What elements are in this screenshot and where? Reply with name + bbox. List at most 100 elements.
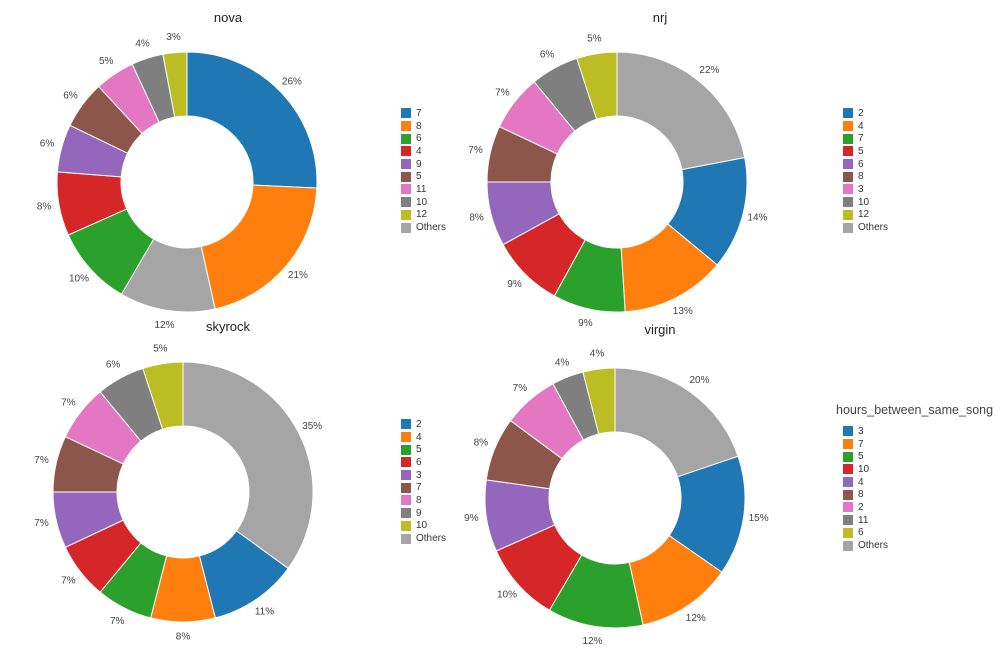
legend-item-2[interactable]: 2 [401,418,446,431]
legend-item-8[interactable]: 8 [401,120,446,133]
pie-slice-12 [576,51,618,120]
legend-label: 7 [416,107,422,119]
donut-chart-virgin: 20% 15% 12% 12% 10% 9% 8% 7% 4% 4% [464,349,769,647]
legend-label: 10 [858,463,870,475]
legend-swatch [401,457,411,468]
legend-item-2[interactable]: 2 [843,501,993,514]
legend-swatch [843,540,853,551]
slice-label-4: 8% [37,201,52,212]
legend-item-6[interactable]: 6 [401,456,446,469]
legend-item-9[interactable]: 9 [401,158,446,171]
legend-label: Others [416,533,447,545]
legend-item-6[interactable]: 6 [401,132,446,145]
legend-item-8[interactable]: 8 [843,488,993,501]
slice-label-11: 5% [99,56,114,67]
legend-swatch [843,489,853,500]
legend-swatch [843,108,853,119]
legend-swatch [401,508,411,519]
legend-item-8[interactable]: 8 [843,170,888,183]
legend-item-12[interactable]: 12 [401,209,446,222]
legend-label: 5 [858,451,864,463]
pie-slice-8 [200,184,318,310]
legend-item-10[interactable]: 10 [843,463,993,476]
legend-item-11[interactable]: 11 [401,183,446,196]
slice-label-2: 11% [255,607,274,618]
legend-item-10[interactable]: 10 [401,520,446,533]
legend-item-others[interactable]: Others [401,532,446,545]
legend-item-6[interactable]: 6 [843,527,993,540]
legend-label: 10 [416,520,428,532]
legend-item-others[interactable]: Others [843,221,888,234]
legend-item-5[interactable]: 5 [843,145,888,158]
legend-label: 4 [858,120,864,132]
legend-item-7[interactable]: 7 [401,107,446,120]
legend-item-4[interactable]: 4 [401,431,446,444]
legend-item-7[interactable]: 7 [401,481,446,494]
legend-items: 2 4 5 6 3 7 8 9 10 Others [401,418,446,545]
slice-label-10: 5% [153,343,168,354]
legend-label: 8 [858,489,864,501]
legend-item-others[interactable]: Others [401,221,446,234]
slice-label-7: 9% [578,318,593,329]
legend-item-4[interactable]: 4 [843,120,888,133]
legend-item-8[interactable]: 8 [401,494,446,507]
legend-item-3[interactable]: 3 [843,183,888,196]
legend-swatch [843,451,853,462]
pie-slice-others [614,367,739,478]
chart-title-nrj: nrj [652,10,668,25]
legend-item-12[interactable]: 12 [843,209,888,222]
legend-item-6[interactable]: 6 [843,158,888,171]
legend-swatch [401,171,411,182]
legend-item-3[interactable]: 3 [401,469,446,482]
legend-item-3[interactable]: 3 [843,425,993,438]
slice-label-10: 4% [135,39,150,50]
pie-slice-10 [142,361,184,430]
legend-label: 4 [858,476,864,488]
slice-label-5: 6% [63,90,78,101]
donut-chart-skyrock: 35% 11% 8% 7% 7% 7% 7% 7% 6% 5% [34,343,322,642]
legend-item-7[interactable]: 7 [843,438,993,451]
legend-label: 2 [858,107,864,119]
slice-label-others: 20% [689,375,709,386]
legend-swatch [401,197,411,208]
legend-items: 2 4 7 5 6 8 3 10 12 Others [843,107,888,234]
legend-label: 5 [858,145,864,157]
legend-label: 5 [416,171,422,183]
legend-item-10[interactable]: 10 [843,196,888,209]
legend-item-4[interactable]: 4 [843,476,993,489]
donut-chart-nrj: 22% 14% 13% 9% 9% 8% 7% 7% 6% 5% [468,33,767,329]
legend-swatch [401,146,411,157]
legend-label: 4 [416,145,422,157]
legend-nova: 7 8 6 4 9 5 11 10 12 Others [401,107,446,234]
slice-label-2: 14% [747,213,767,224]
legend-item-9[interactable]: 9 [401,507,446,520]
legend-item-7[interactable]: 7 [843,132,888,145]
legend-item-5[interactable]: 5 [843,450,993,463]
legend-swatch [401,533,411,544]
legend-items: 7 8 6 4 9 5 11 10 12 Others [401,107,446,234]
slice-label-4: 13% [673,306,693,317]
legend-label: Others [416,222,447,234]
legend-item-2[interactable]: 2 [843,107,888,120]
chart-title-nova: nova [213,10,243,25]
legend-item-4[interactable]: 4 [401,145,446,158]
legend-label: 12 [416,209,428,221]
legend-item-5[interactable]: 5 [401,170,446,183]
legend-label: 3 [858,425,864,437]
legend-item-11[interactable]: 11 [843,514,993,527]
legend-item-others[interactable]: Others [843,539,993,552]
slice-label-11: 4% [555,358,570,369]
slice-label-8: 7% [61,398,76,409]
legend-item-5[interactable]: 5 [401,443,446,456]
legend-swatch [401,419,411,430]
legend-nrj: 2 4 7 5 6 8 3 10 12 Others [843,107,888,234]
slice-label-12: 3% [166,32,181,43]
slice-label-12: 5% [587,33,602,44]
legend-item-10[interactable]: 10 [401,196,446,209]
slice-label-others: 22% [699,65,719,76]
legend-label: 3 [858,183,864,195]
legend-label: 7 [858,438,864,450]
slice-label-5: 12% [582,636,602,647]
legend-virgin: hours_between_same_song 3 7 5 10 4 8 2 11 6 Other… [836,403,993,552]
slice-label-9: 6% [40,139,55,150]
